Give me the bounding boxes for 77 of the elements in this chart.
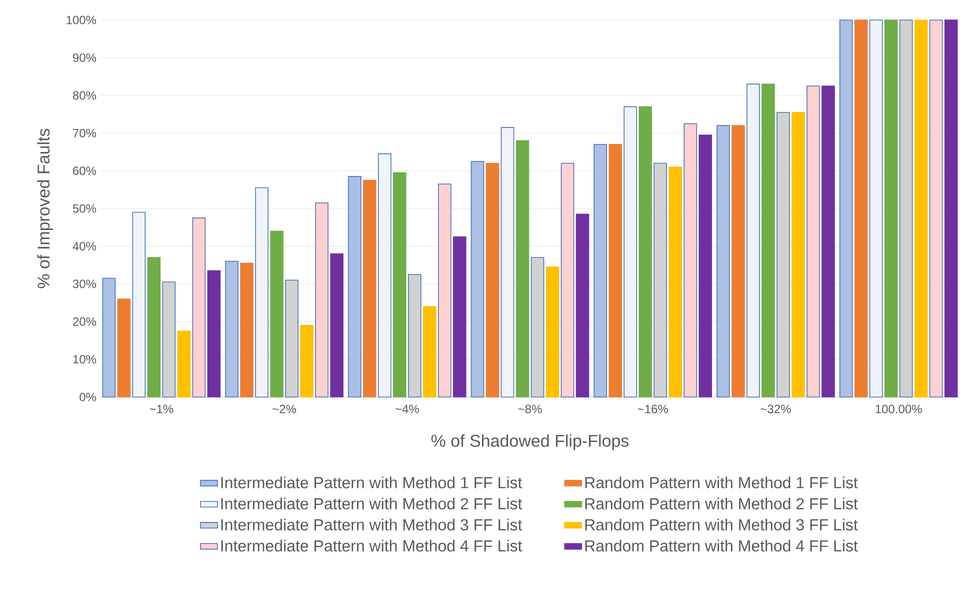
bar: [762, 84, 775, 398]
bar: [452, 236, 466, 398]
bar: [576, 214, 590, 398]
bar: [638, 106, 652, 398]
bar: [422, 306, 436, 398]
bar: [914, 20, 928, 398]
bar: [315, 202, 328, 398]
y-tick-label: 100%: [66, 16, 96, 24]
bar: [792, 112, 805, 398]
y-tick-label: 30%: [72, 280, 96, 288]
legend-label: Random Pattern with Method 1 FF List: [585, 476, 858, 488]
y-tick-label: 40%: [72, 242, 96, 250]
bar: [147, 257, 161, 398]
bar: [240, 262, 254, 398]
bar: [854, 20, 868, 398]
bar: [806, 86, 820, 398]
bar: [392, 172, 406, 398]
bar: [684, 123, 698, 398]
bar: [624, 106, 638, 398]
bar: [560, 162, 574, 398]
bar: [300, 324, 314, 398]
legend-label: Random Pattern with Method 4 FF List: [585, 540, 858, 552]
x-tick-label: ~16%: [638, 404, 668, 414]
x-tick-label: ~1%: [150, 404, 174, 414]
bar: [192, 218, 206, 398]
bar: [732, 125, 745, 398]
bar: [117, 298, 131, 398]
legend-label: Random Pattern with Method 3 FF List: [585, 518, 858, 530]
bar: [102, 278, 116, 398]
bar: [270, 230, 284, 398]
bar: [594, 144, 608, 398]
bar: [839, 20, 853, 398]
y-tick-label: 80%: [72, 91, 96, 100]
bar: [378, 153, 392, 398]
legend-label: Intermediate Pattern with Method 4 FF List: [221, 540, 522, 552]
bar: [500, 127, 514, 398]
legend-label: Intermediate Pattern with Method 1 FF List: [221, 476, 522, 488]
x-tick-label: 100.00%: [876, 404, 922, 414]
bar: [470, 160, 484, 398]
bar: [516, 140, 530, 398]
y-tick-label: 10%: [73, 355, 96, 364]
bar: [869, 20, 883, 398]
bar: [746, 84, 760, 398]
legend-label: Random Pattern with Method 2 FF List: [585, 498, 858, 510]
bar: [255, 187, 268, 398]
x-tick-label: ~8%: [518, 404, 542, 414]
bar: [698, 134, 712, 398]
legend-label: Intermediate Pattern with Method 2 FF List: [221, 498, 522, 510]
bar: [348, 176, 362, 398]
bar: [177, 330, 191, 398]
bar: [668, 166, 682, 398]
bar: [132, 212, 146, 398]
bar: [716, 125, 730, 398]
legend-label: Intermediate Pattern with Method 3 FF List: [221, 518, 522, 530]
x-axis-title: % of Shadowed Flip-Flops: [431, 434, 629, 450]
x-tick-label: ~32%: [760, 404, 791, 414]
y-tick-label: 60%: [73, 166, 96, 176]
y-axis-title: % of Improved Faults: [37, 128, 53, 288]
y-tick-label: 70%: [73, 128, 96, 138]
bar: [362, 180, 376, 398]
bar: [822, 86, 835, 398]
bar: [884, 20, 898, 398]
bar: [225, 260, 238, 398]
bar: [486, 162, 500, 398]
y-tick-label: 0%: [80, 392, 96, 402]
y-tick-label: 20%: [73, 317, 96, 326]
bar: [207, 270, 221, 398]
x-tick-label: ~4%: [396, 404, 419, 414]
bar: [929, 20, 943, 398]
y-tick-label: 50%: [72, 204, 96, 213]
bar: [438, 184, 452, 398]
bar: [944, 20, 958, 398]
bar: [546, 266, 560, 398]
bar: [608, 144, 622, 398]
bar: [330, 253, 344, 398]
x-tick-label: ~2%: [272, 404, 296, 414]
y-tick-label: 90%: [73, 53, 96, 62]
